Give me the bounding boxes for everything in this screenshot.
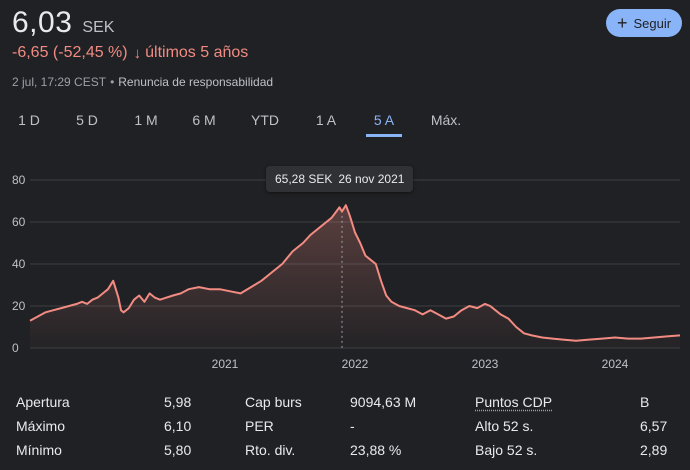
currency-code: SEK [82, 19, 115, 36]
stat-label-low: Mínimo [16, 442, 62, 458]
y-axis-ticks: 0 20 40 60 80 [12, 173, 26, 355]
quote-meta: 2 jul, 17:29 CEST • Renuncia de responsabi… [12, 75, 273, 89]
follow-button[interactable]: + Seguir [606, 9, 682, 37]
follow-button-label: Seguir [633, 15, 672, 31]
stat-value-per: - [350, 418, 355, 434]
tab-1d[interactable]: 1 D [18, 112, 40, 128]
price-series-line [29, 204, 681, 342]
tab-ytd[interactable]: YTD [251, 112, 279, 128]
stat-row-2: Máximo 6,10 PER - Alto 52 s. 6,57 [0, 418, 690, 442]
current-price: 6,03 [12, 6, 73, 39]
disclaimer-link[interactable]: Renuncia de responsabilidad [118, 75, 274, 89]
arrow-down-icon: ↓ [133, 44, 142, 62]
tooltip-value: 65,28 SEK [275, 172, 333, 186]
x-tick-label: 2023 [472, 357, 499, 371]
x-tick-label: 2022 [342, 357, 369, 371]
stat-value-mktcap: 9094,63 M [350, 394, 417, 410]
y-tick-label: 20 [12, 299, 26, 313]
stat-label-cdp[interactable]: Puntos CDP [475, 394, 553, 410]
stat-label-high: Máximo [16, 418, 66, 434]
stat-value-52w-low: 2,89 [640, 442, 668, 458]
price-change: -6,65 (-52,45 %) ↓ últimos 5 años [12, 44, 248, 62]
price-header: 6,03 SEK [12, 6, 114, 40]
change-period: últimos 5 años [145, 44, 249, 61]
stat-label-52w-low: Bajo 52 s. [475, 442, 538, 458]
x-tick-label: 2021 [212, 357, 239, 371]
plus-icon: + [616, 13, 628, 33]
x-axis-ticks: 2021 2022 2023 2024 [212, 357, 629, 371]
tooltip-date: 26 nov 2021 [338, 172, 405, 186]
y-tick-label: 80 [12, 173, 26, 187]
stat-label-div: Rto. div. [245, 442, 296, 458]
tab-6m[interactable]: 6 M [192, 112, 216, 128]
stat-value-cdp: B [640, 394, 650, 410]
stat-label-open: Apertura [16, 394, 70, 410]
stat-row-1: Apertura 5,98 Cap burs 9094,63 M Puntos … [0, 394, 690, 418]
stat-label-per: PER [245, 418, 274, 434]
tab-5d[interactable]: 5 D [76, 112, 98, 128]
stat-label-52w-high: Alto 52 s. [475, 418, 534, 434]
x-tick-label: 2024 [602, 357, 629, 371]
price-chart[interactable]: 0 20 40 60 80 2021 2022 2023 2024 [0, 160, 690, 380]
stat-value-high: 6,10 [164, 418, 192, 434]
chart-tooltip: 65,28 SEK 26 nov 2021 [266, 166, 414, 192]
price-area-fill [30, 205, 680, 348]
timestamp: 2 jul, 17:29 CEST [12, 75, 107, 89]
stat-row-3: Mínimo 5,80 Rto. div. 23,88 % Bajo 52 s.… [0, 442, 690, 466]
stat-value-div: 23,88 % [350, 442, 402, 458]
stat-value-52w-high: 6,57 [640, 418, 668, 434]
meta-separator: • [110, 75, 115, 89]
stat-value-low: 5,80 [164, 442, 192, 458]
tab-max[interactable]: Máx. [430, 112, 462, 128]
y-tick-label: 60 [12, 215, 26, 229]
tab-1a[interactable]: 1 A [315, 112, 337, 128]
stat-value-open: 5,98 [164, 394, 192, 410]
change-value: -6,65 (-52,45 %) [12, 44, 128, 61]
y-tick-label: 40 [12, 257, 26, 271]
tab-5a[interactable]: 5 A [366, 108, 402, 137]
tab-1m[interactable]: 1 M [134, 112, 158, 128]
y-tick-label: 0 [12, 341, 19, 355]
stat-label-mktcap: Cap burs [245, 394, 302, 410]
